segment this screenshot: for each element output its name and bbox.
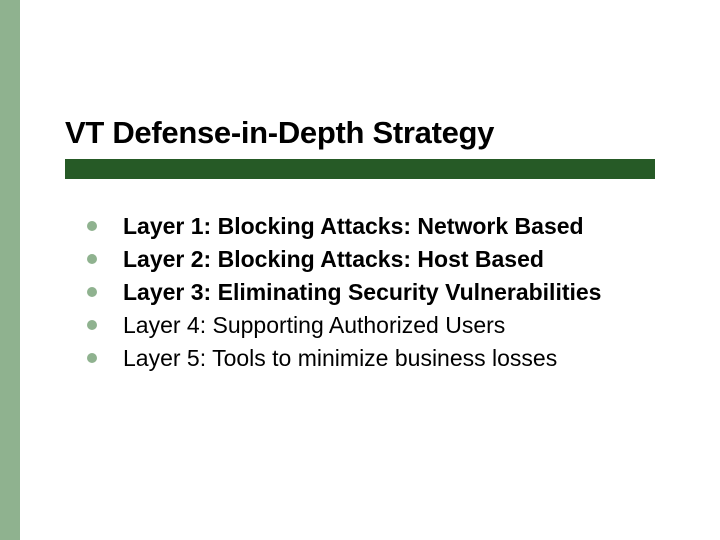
left-accent-bar [0, 0, 20, 540]
bullet-text: Layer 1: Blocking Attacks: Network Based [123, 213, 584, 239]
bullet-icon [87, 287, 97, 297]
list-item: Layer 1: Blocking Attacks: Network Based [87, 211, 675, 242]
bullet-icon [87, 254, 97, 264]
bullet-text: Layer 4: Supporting Authorized Users [123, 312, 505, 338]
bullet-text: Layer 2: Blocking Attacks: Host Based [123, 246, 544, 272]
bullet-text: Layer 3: Eliminating Security Vulnerabil… [123, 279, 601, 305]
bullet-icon [87, 353, 97, 363]
slide-title: VT Defense-in-Depth Strategy [65, 115, 675, 151]
list-item: Layer 2: Blocking Attacks: Host Based [87, 244, 675, 275]
slide-content: VT Defense-in-Depth Strategy Layer 1: Bl… [65, 115, 675, 376]
title-underline [65, 159, 655, 179]
bullet-list: Layer 1: Blocking Attacks: Network Based… [65, 211, 675, 374]
list-item: Layer 4: Supporting Authorized Users [87, 310, 675, 341]
bullet-icon [87, 221, 97, 231]
bullet-text: Layer 5: Tools to minimize business loss… [123, 345, 557, 371]
bullet-icon [87, 320, 97, 330]
list-item: Layer 5: Tools to minimize business loss… [87, 343, 675, 374]
list-item: Layer 3: Eliminating Security Vulnerabil… [87, 277, 675, 308]
